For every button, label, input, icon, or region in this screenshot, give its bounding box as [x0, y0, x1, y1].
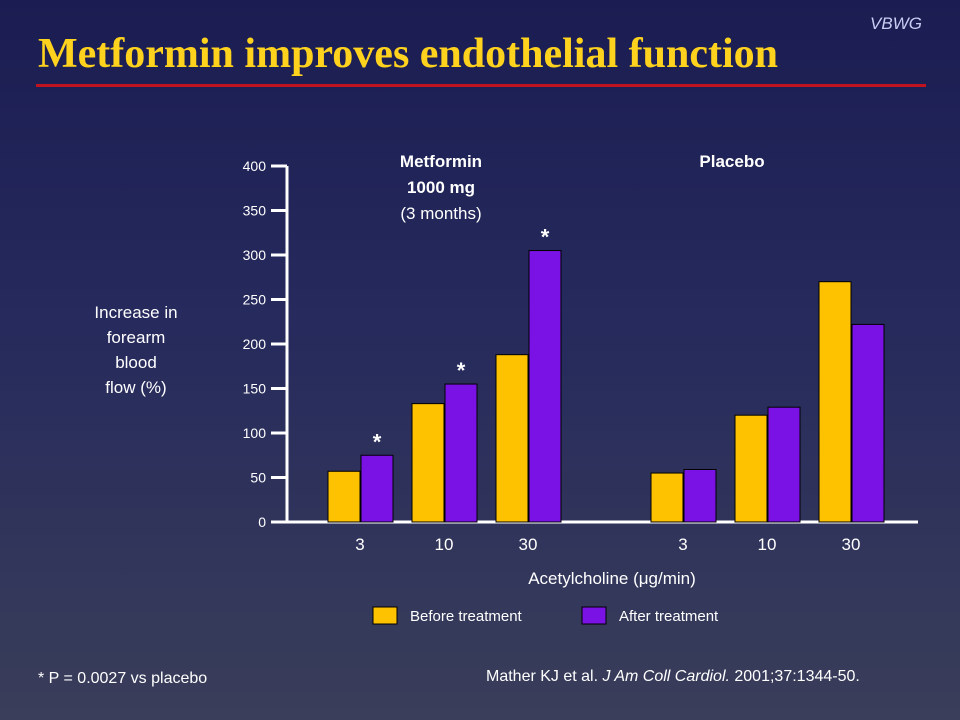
bar [651, 473, 683, 522]
citation-authors: Mather KJ et al. [486, 668, 603, 685]
legend-swatch [582, 607, 606, 624]
bar [819, 282, 851, 522]
legend-label: Before treatment [410, 608, 523, 625]
bar [852, 324, 884, 522]
y-tick-label: 100 [243, 425, 267, 441]
citation-details: 2001;37:1344-50. [730, 668, 860, 685]
significance-marker: * [457, 358, 466, 383]
x-tick-label: 30 [842, 535, 861, 554]
x-tick-label: 10 [758, 535, 777, 554]
group-label: Metformin [400, 152, 482, 171]
x-axis-label: Acetylcholine (μg/min) [528, 569, 696, 588]
citation-journal: J Am Coll Cardiol. [603, 668, 730, 685]
group-label: Placebo [699, 152, 764, 171]
legend-label: After treatment [619, 608, 719, 625]
bar-chart: 0 50 100 150 200 250 300 350 400 Metformin 1000 mg… [0, 0, 960, 720]
y-tick-label: 250 [243, 292, 267, 308]
group-label: 1000 mg [407, 178, 475, 197]
bar [768, 407, 800, 522]
footnote-significance: * P = 0.0027 vs placebo [38, 670, 207, 688]
bar [496, 355, 528, 522]
x-tick-label: 3 [678, 535, 687, 554]
y-tick-label: 400 [243, 158, 267, 174]
citation: Mather KJ et al. J Am Coll Cardiol. 2001… [486, 668, 860, 686]
bar [445, 384, 477, 522]
x-tick-label: 30 [519, 535, 538, 554]
legend-swatch [373, 607, 397, 624]
x-tick-label: 3 [355, 535, 364, 554]
significance-marker: * [373, 429, 382, 454]
y-tick-label: 350 [243, 203, 267, 219]
bar [529, 251, 561, 522]
bar [328, 471, 360, 522]
bar [361, 455, 393, 522]
x-tick-label: 10 [435, 535, 454, 554]
y-tick-label: 200 [243, 336, 267, 352]
y-tick-label: 0 [258, 514, 266, 530]
group-label: (3 months) [400, 204, 481, 223]
significance-marker: * [541, 225, 550, 250]
bar [735, 415, 767, 522]
bar [684, 469, 716, 522]
y-tick-label: 150 [243, 381, 267, 397]
y-tick-label: 50 [250, 470, 266, 486]
bar [412, 404, 444, 522]
y-tick-label: 300 [243, 247, 267, 263]
